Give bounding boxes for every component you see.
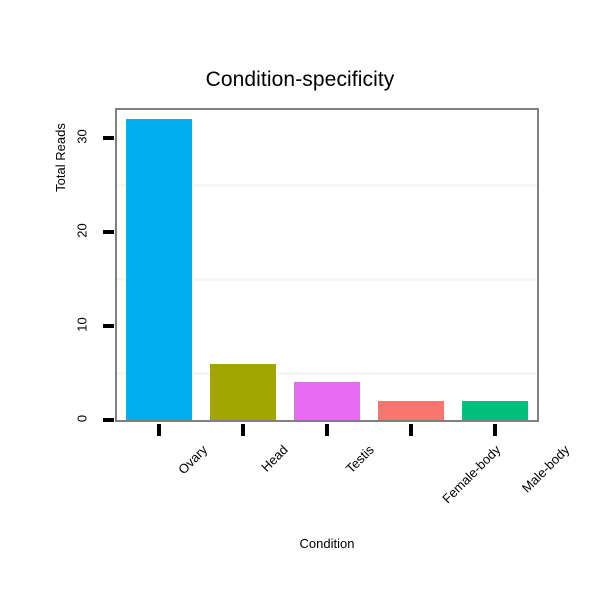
bars-layer: [117, 110, 537, 420]
plot-panel: [115, 108, 539, 422]
x-tick-label: Ovary: [175, 442, 211, 478]
x-tick-mark: [325, 424, 329, 436]
y-tick-mark: [103, 418, 114, 422]
y-tick-mark: [103, 230, 114, 235]
y-tick-label: 20: [74, 223, 90, 238]
bar-ovary: [126, 119, 192, 420]
x-tick-mark: [493, 424, 497, 436]
y-tick-label: 10: [74, 317, 90, 332]
x-tick-mark: [409, 424, 413, 436]
x-tick-mark: [157, 424, 161, 436]
bar-male-body: [462, 401, 528, 420]
x-axis-title: Condition: [299, 536, 355, 551]
x-tick-mark: [241, 424, 245, 436]
y-tick-mark: [103, 136, 114, 141]
y-axis-title: Total Reads: [0, 0, 120, 314]
x-tick-label: Head: [258, 442, 291, 475]
y-tick-mark: [103, 324, 114, 329]
chart-title: Condition-specificity: [205, 68, 395, 91]
bar-testis: [294, 382, 360, 420]
bar-female-body: [378, 401, 444, 420]
x-tick-label: Testis: [342, 442, 377, 477]
x-tick-label: Male-body: [518, 442, 573, 496]
bar-head: [210, 363, 276, 420]
y-axis-title-label: Total Reads: [52, 122, 68, 192]
y-tick-label: 30: [74, 129, 90, 144]
y-tick-label: 0: [74, 414, 90, 423]
x-tick-label: Female-body: [439, 442, 504, 507]
